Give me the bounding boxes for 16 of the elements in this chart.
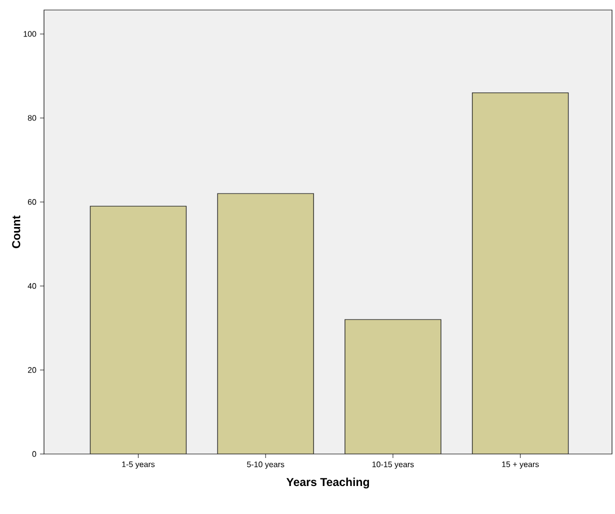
bar [344,319,442,454]
bar [90,206,187,454]
y-tick-label: 40 [28,283,36,289]
bar [217,193,314,454]
y-axis-title: Count [12,216,20,248]
x-tick-label: 1-5 years [122,462,155,469]
y-tick-label: 20 [28,367,36,373]
y-tick-label: 100 [24,31,36,37]
x-tick-label: 5-10 years [247,462,284,469]
y-tick-label: 0 [32,451,36,457]
x-tick-label: 15 + years [502,462,539,469]
y-tick-label: 80 [28,115,36,121]
bar [472,92,569,454]
x-axis-title: Years Teaching [286,478,369,488]
x-tick-label: 10-15 years [372,462,414,469]
y-tick-label: 60 [28,199,36,205]
